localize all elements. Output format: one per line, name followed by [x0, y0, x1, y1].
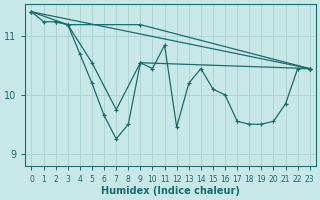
X-axis label: Humidex (Indice chaleur): Humidex (Indice chaleur)	[101, 186, 240, 196]
